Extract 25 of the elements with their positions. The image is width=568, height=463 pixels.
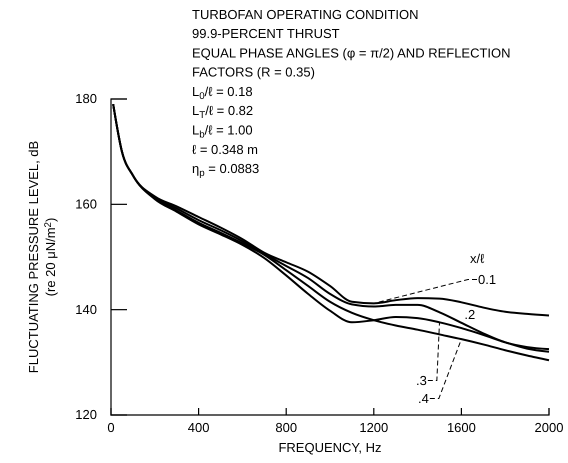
text: 99.9-PERCENT THRUST: [192, 26, 340, 41]
x-tick-label: 0: [107, 420, 115, 436]
text: FACTORS (R = 0.35): [192, 64, 315, 80]
series-label: 0.1: [478, 272, 496, 287]
annotation: L$_{b}$/ℓ = 1.00: [192, 122, 253, 140]
x-axis-title: FREQUENCY, Hz: [278, 440, 382, 455]
x-tick-label: 800: [275, 420, 298, 436]
y-tick-label: 120: [75, 407, 97, 422]
annotation: ℓ = 0.348 m: [192, 142, 258, 157]
text: .3: [416, 373, 427, 388]
x-tick-label: 1200: [359, 420, 388, 436]
chart-title: TURBOFAN OPERATING CONDITION: [192, 7, 419, 22]
annotation: η$_{p}$ = 0.0883: [192, 161, 260, 180]
annotation: L$_{0}$/ℓ = 0.18: [192, 84, 253, 102]
x-tick-label: 400: [188, 420, 210, 436]
legend-title: x/ℓ: [470, 251, 486, 266]
x-tick-label: 2000: [534, 420, 564, 436]
y-tick-label: 160: [75, 196, 97, 212]
x-tick-label: 1600: [446, 420, 476, 436]
text: EQUAL PHASE ANGLES (φ = π/2) AND REFLECTION: [192, 45, 511, 60]
text: .4: [418, 391, 429, 406]
y-tick-label: 180: [75, 91, 97, 106]
series-label: .2: [464, 306, 476, 322]
y-tick-label: 140: [75, 302, 97, 317]
annotation: L$_{T}$/ℓ = 0.82: [192, 103, 254, 122]
